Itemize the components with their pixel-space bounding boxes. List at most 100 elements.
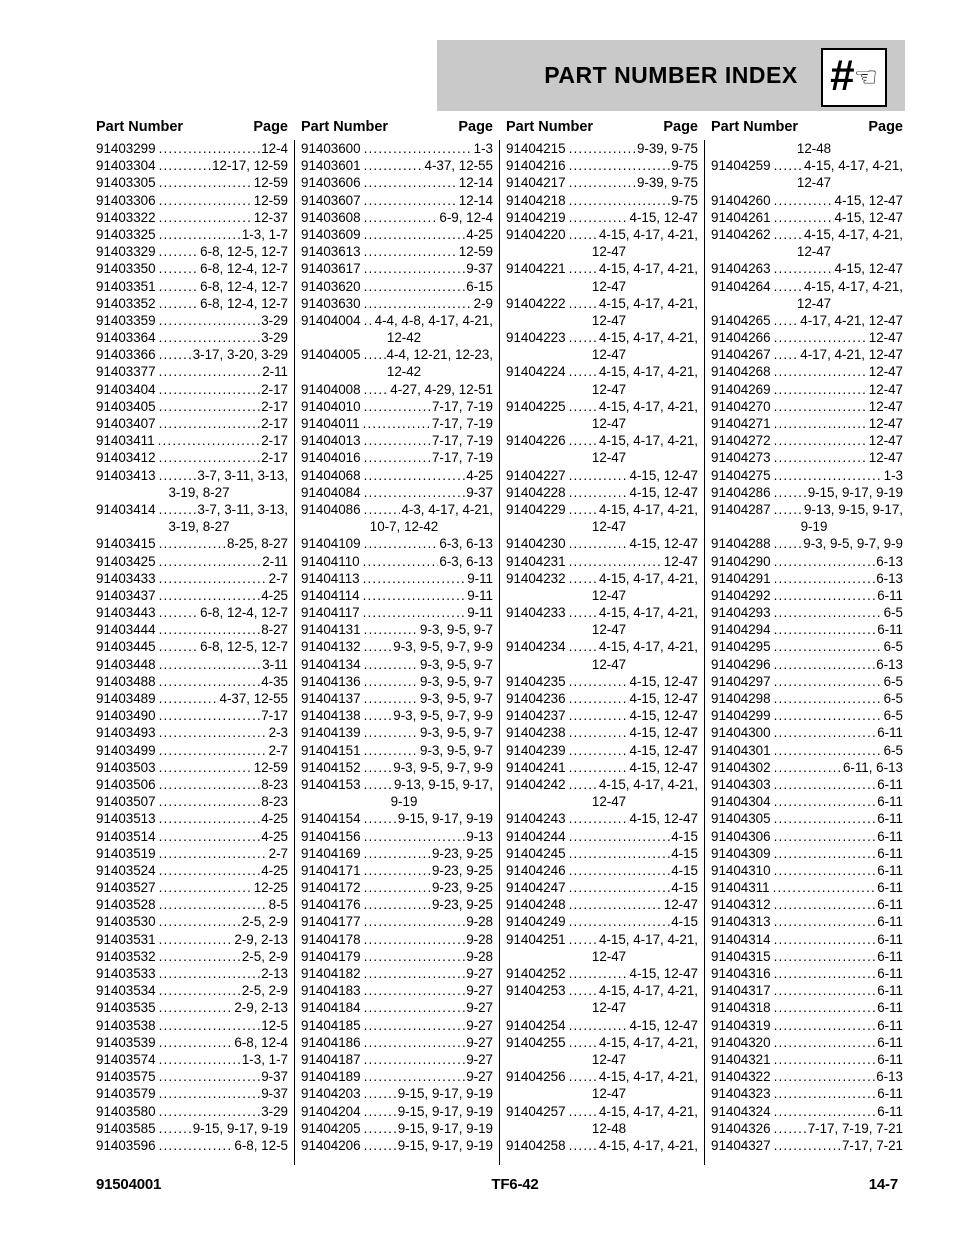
index-entry: 91404315 6-11 xyxy=(711,948,903,965)
index-entry: 91403499 2-7 xyxy=(96,742,288,759)
index-entry: 91404171 9-23, 9-25 xyxy=(301,862,493,879)
index-column-3: Part Number Page 914042159-39, 9-7591404… xyxy=(506,118,698,1154)
index-entry: 91404068 4-25 xyxy=(301,467,493,484)
page-refs-continuation: 12-47 xyxy=(591,948,627,964)
page-refs: 12-25 xyxy=(253,880,288,896)
part-number: 91404290 xyxy=(711,553,771,569)
index-entry: 91404113 9-11 xyxy=(301,570,493,587)
index-entry: 91404295 6-5 xyxy=(711,638,903,655)
part-number: 91404313 xyxy=(711,914,771,930)
part-number: 91403519 xyxy=(96,845,156,861)
index-entry: 91404136 9-3, 9-5, 9-7 xyxy=(301,673,493,690)
part-number: 91404287 xyxy=(711,501,771,517)
page-refs: 2-7 xyxy=(268,570,288,586)
index-entry: 91403444 8-27 xyxy=(96,621,288,638)
part-number: 91404310 xyxy=(711,862,771,878)
part-number: 91404242 xyxy=(506,776,566,792)
page-refs-continuation: 12-42 xyxy=(386,364,422,380)
page-refs: 6-8, 12-4, 12-7 xyxy=(200,295,288,311)
page-refs: 4-25 xyxy=(261,828,288,844)
dot-leader xyxy=(364,1034,466,1051)
part-number: 91404312 xyxy=(711,897,771,913)
page-refs: 12-5 xyxy=(261,1017,288,1033)
page-refs: 6-11 xyxy=(877,948,903,964)
index-entry: 91403607 12-14 xyxy=(301,192,493,209)
dot-leader xyxy=(159,1068,261,1085)
part-number: 91404187 xyxy=(301,1051,361,1067)
part-number: 91404267 xyxy=(711,347,771,363)
dot-leader xyxy=(159,415,261,432)
page-refs: 6-5 xyxy=(883,673,903,689)
dot-leader xyxy=(569,1103,598,1120)
part-number: 91404252 xyxy=(506,966,566,981)
page-refs: 4-15, 4-17, 4-21, xyxy=(598,931,698,947)
dot-leader xyxy=(363,604,467,621)
dot-leader xyxy=(569,965,629,982)
index-entry: 91403306 12-59 xyxy=(96,192,288,209)
index-entry: 91404154 9-15, 9-17, 9-19 xyxy=(301,810,493,827)
part-number: 91403630 xyxy=(301,295,361,311)
page-refs: 6-11 xyxy=(877,931,903,947)
page-refs: 9-27 xyxy=(466,966,493,981)
page-refs: 4-25 xyxy=(261,862,288,878)
page-refs: 9-15, 9-17, 9-19 xyxy=(397,1137,493,1153)
part-number: 91403601 xyxy=(301,158,361,174)
index-entry: 91404228 4-15, 12-47 xyxy=(506,484,698,501)
page-refs: 9-15, 9-17, 9-19 xyxy=(397,811,493,827)
index-entry: 91403630 2-9 xyxy=(301,295,493,312)
dot-leader xyxy=(364,209,439,226)
dot-leader xyxy=(364,381,390,398)
page-refs: 4-15, 4-17, 4-21, xyxy=(598,639,698,655)
index-entry: 91404300 6-11 xyxy=(711,724,903,741)
index-entry: 12-48 xyxy=(711,140,903,157)
part-number: 91404261 xyxy=(711,209,771,225)
dot-leader xyxy=(569,742,629,759)
part-number: 91403407 xyxy=(96,416,156,431)
page-refs: 4-15 xyxy=(671,862,698,878)
index-entry: 91404203 9-15, 9-17, 9-19 xyxy=(301,1085,493,1102)
dot-leader xyxy=(774,724,877,741)
index-entry: 91403620 6-15 xyxy=(301,278,493,295)
page-refs: 2-17 xyxy=(261,398,288,414)
part-number: 91404264 xyxy=(711,278,771,294)
index-entry: 91404248 12-47 xyxy=(506,896,698,913)
index-entry: 91404151 9-3, 9-5, 9-7 xyxy=(301,742,493,759)
part-number: 91403413 xyxy=(96,467,156,483)
index-entry: 91403608 6-9, 12-4 xyxy=(301,209,493,226)
index-entry: 91403532 2-5, 2-9 xyxy=(96,948,288,965)
page-refs: 8-23 xyxy=(261,776,288,792)
index-entry: 91403490 7-17 xyxy=(96,707,288,724)
page-refs: 6-11 xyxy=(877,845,903,861)
dot-leader xyxy=(774,793,877,810)
index-entry: 91404309 6-11 xyxy=(711,845,903,862)
page-refs: 12-4 xyxy=(261,141,288,156)
dot-leader xyxy=(159,363,262,380)
part-number: 91404317 xyxy=(711,983,771,999)
index-entry: 91404271 12-47 xyxy=(711,415,903,432)
part-number: 91403425 xyxy=(96,553,156,569)
index-entry: 91404272 12-47 xyxy=(711,432,903,449)
index-entry: 91404178 9-28 xyxy=(301,931,493,948)
part-number: 91404137 xyxy=(301,691,361,706)
dot-leader xyxy=(774,999,877,1016)
page-refs: 1-3, 1-7 xyxy=(241,226,288,242)
index-entry: 91403507 8-23 xyxy=(96,793,288,810)
index-entry: 91404241 4-15, 12-47 xyxy=(506,759,698,776)
index-entry: 91404257 4-15, 4-17, 4-21,12-48 xyxy=(506,1103,698,1137)
part-number-header: Part Number xyxy=(506,119,594,135)
index-entry: 91403322 12-37 xyxy=(96,209,288,226)
part-number: 91404244 xyxy=(506,828,566,844)
dot-leader xyxy=(774,673,883,690)
dot-leader xyxy=(569,982,598,999)
dot-leader xyxy=(774,828,877,845)
dot-leader xyxy=(159,467,197,484)
dot-leader xyxy=(569,398,598,415)
part-number: 91404306 xyxy=(711,828,771,844)
part-number: 91404218 xyxy=(506,192,566,208)
index-entry: 91403305 12-59 xyxy=(96,174,288,191)
part-number: 91404178 xyxy=(301,931,361,947)
part-number: 91404086 xyxy=(301,501,361,517)
part-number: 91403350 xyxy=(96,261,156,277)
dot-leader xyxy=(569,1017,629,1034)
index-entry: 91403415 8-25, 8-27 xyxy=(96,535,288,552)
